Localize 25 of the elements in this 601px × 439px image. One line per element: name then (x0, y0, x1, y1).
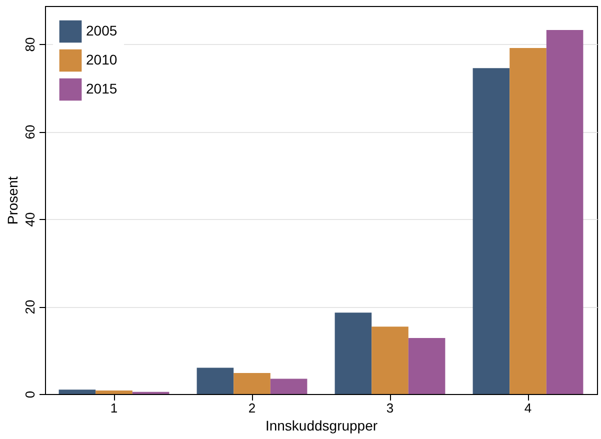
bar (58, 390, 96, 394)
bar (372, 326, 408, 394)
bar (96, 390, 132, 394)
y-axis-title: Prosent (4, 176, 20, 225)
bar (510, 48, 546, 394)
y-tick-label: 60 (22, 124, 38, 140)
legend-label: 2005 (86, 22, 118, 38)
y-tick-label: 20 (22, 300, 38, 314)
y-tick-label: 40 (22, 212, 38, 227)
bar (546, 30, 584, 394)
bar (472, 68, 510, 394)
bar (270, 378, 308, 394)
x-tick-label: 3 (386, 400, 394, 416)
x-tick-label: 4 (524, 400, 532, 416)
x-axis-title: Innskuddsgrupper (265, 418, 378, 434)
legend-label: 2015 (86, 80, 118, 96)
legend-label: 2010 (86, 52, 118, 68)
x-tick-label: 1 (110, 400, 118, 416)
y-tick-label: 0 (22, 390, 38, 398)
bar (234, 373, 270, 394)
bar (196, 368, 234, 394)
y-tick-label: 80 (22, 37, 38, 52)
bar (408, 338, 446, 394)
x-tick-label: 2 (248, 400, 256, 416)
bar (334, 312, 372, 394)
